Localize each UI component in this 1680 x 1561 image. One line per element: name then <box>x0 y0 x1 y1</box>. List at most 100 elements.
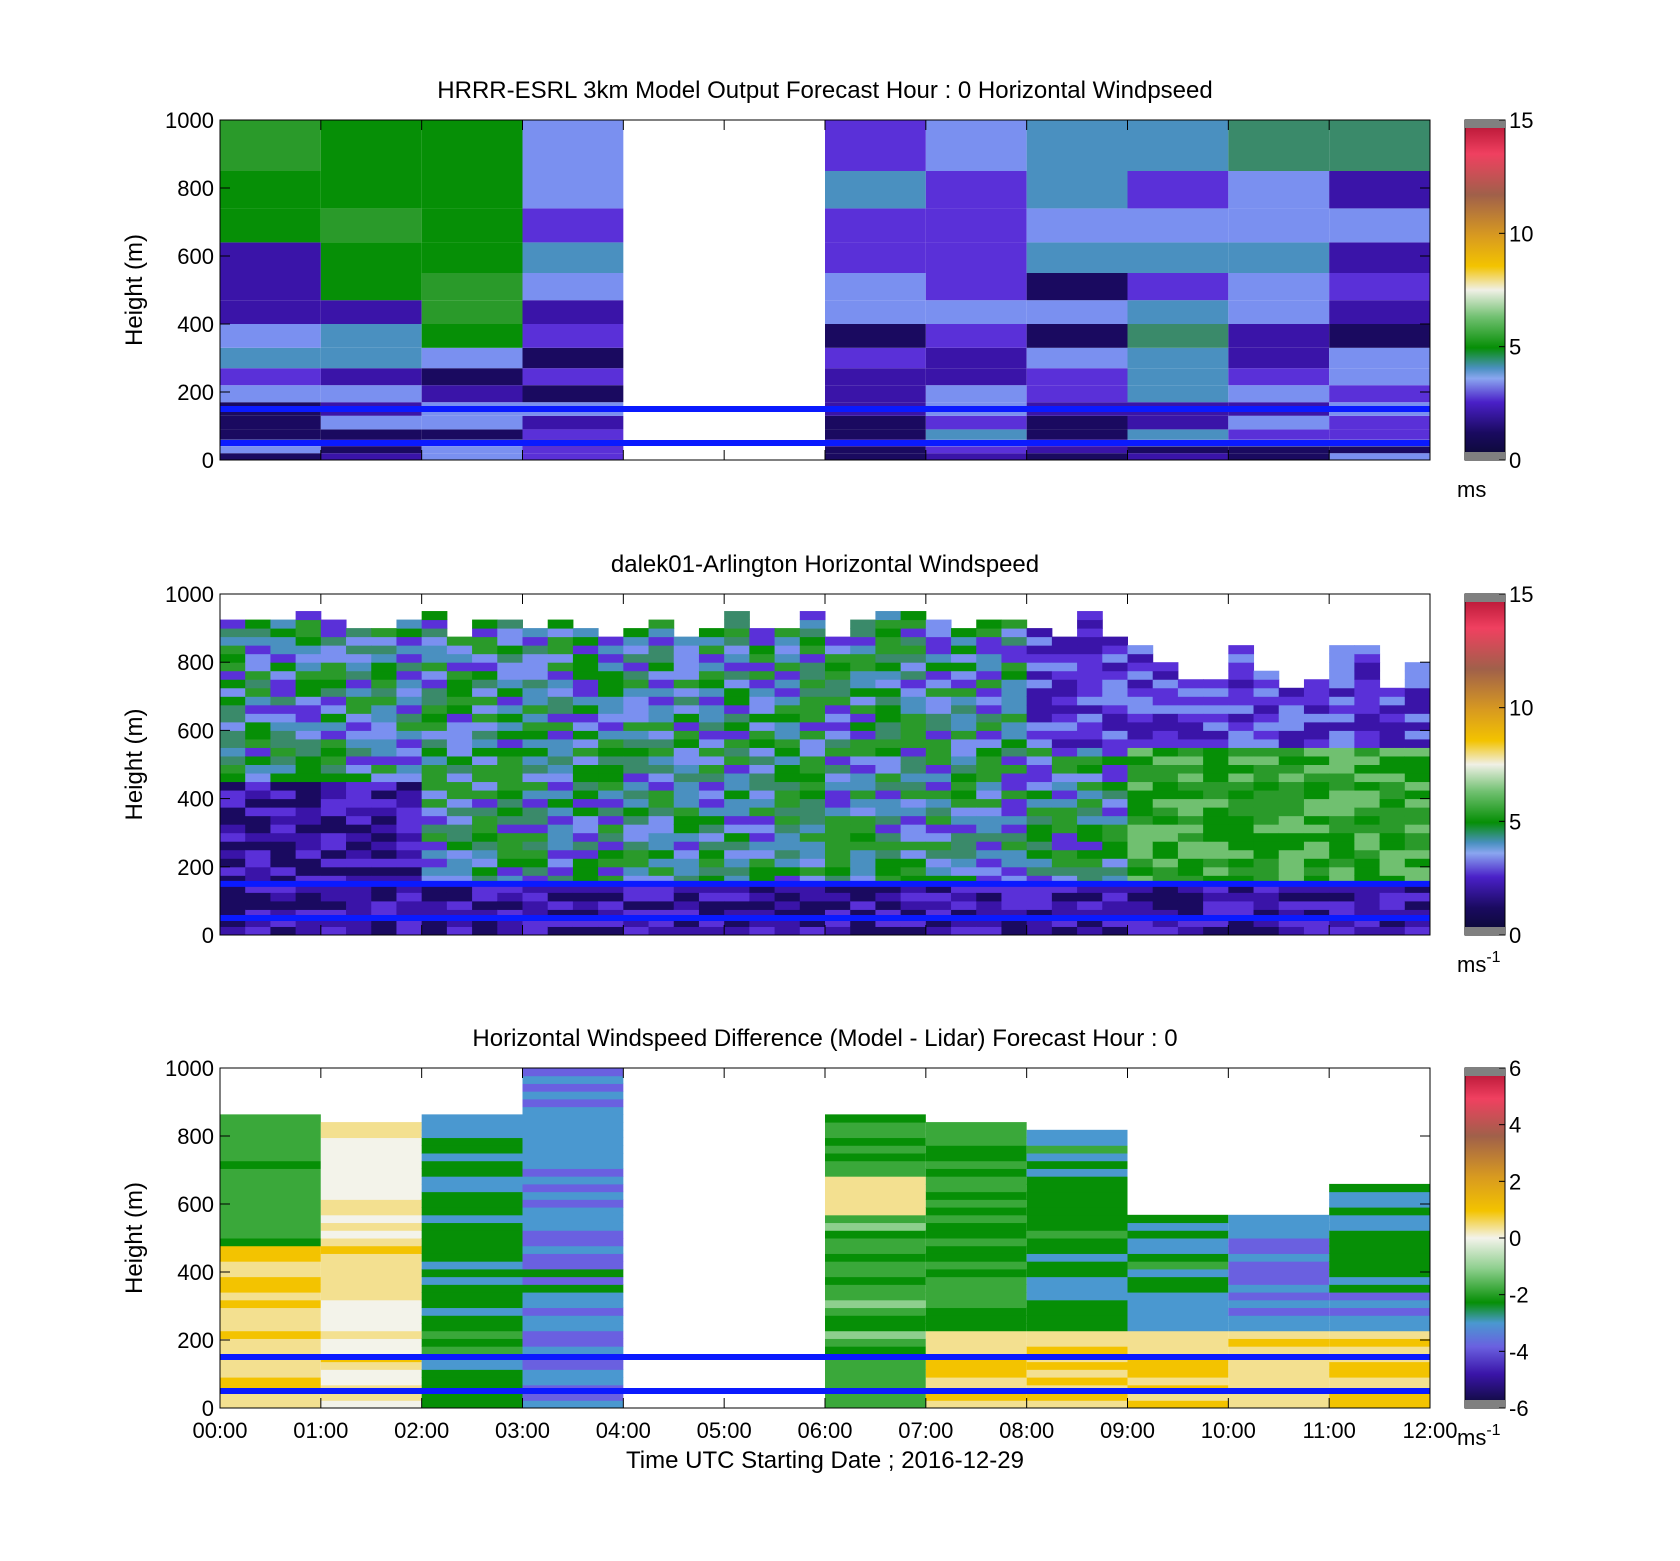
heatmap-cell <box>774 713 801 723</box>
heatmap-cell <box>547 619 574 629</box>
heatmap-cell <box>497 696 523 706</box>
heatmap-cell <box>446 858 473 868</box>
heatmap-cell <box>1303 704 1330 714</box>
heatmap-cell <box>774 662 801 672</box>
heatmap-cells <box>220 611 1431 936</box>
heatmap-cell <box>900 696 927 706</box>
heatmap-cell <box>673 917 700 927</box>
heatmap-cell <box>1228 368 1330 386</box>
heatmap-cell <box>446 781 473 791</box>
heatmap-cell <box>220 755 246 765</box>
heatmap-cell <box>1303 755 1330 765</box>
heatmap-cell <box>925 1129 1027 1139</box>
heatmap-cell <box>346 866 372 876</box>
heatmap-cell <box>673 773 700 783</box>
heatmap-cell <box>547 841 574 851</box>
heatmap-cell <box>623 764 650 774</box>
heatmap-cell <box>547 917 574 927</box>
heatmap-cell <box>825 883 851 893</box>
heatmap-cell <box>472 645 498 655</box>
heatmap-cell <box>220 1114 321 1123</box>
heatmap-cell <box>1177 790 1204 800</box>
heatmap-cell <box>1404 824 1431 834</box>
heatmap-cell <box>1026 755 1053 765</box>
colorbar-tick-label: 4 <box>1509 1113 1521 1138</box>
heatmap-cell <box>1228 1392 1330 1401</box>
heatmap-cell <box>220 832 246 842</box>
heatmap-cell <box>1177 687 1204 697</box>
heatmap-cell <box>1329 300 1430 324</box>
heatmap-cell <box>799 764 826 774</box>
heatmap-cell <box>270 883 297 893</box>
heatmap-cell <box>320 446 422 454</box>
heatmap-cell <box>749 900 776 910</box>
heatmap-cell <box>799 721 826 731</box>
heatmap-cell <box>1127 1338 1229 1347</box>
colorbar-tick-label: 6 <box>1509 1056 1521 1081</box>
heatmap-cell <box>220 619 246 629</box>
heatmap-cell <box>774 807 801 817</box>
heatmap-cell <box>371 721 397 731</box>
heatmap-cell <box>1354 679 1381 689</box>
heatmap-cell <box>1001 738 1028 748</box>
heatmap-cell <box>1177 858 1204 868</box>
heatmap-cell <box>976 790 1002 800</box>
heatmap-cell <box>875 704 902 714</box>
heatmap-cell <box>1026 866 1053 876</box>
heatmap-cell <box>799 755 826 765</box>
heatmap-cell <box>648 721 675 731</box>
heatmap-cells <box>220 120 1430 460</box>
heatmap-cell <box>1303 875 1330 885</box>
heatmap-cell <box>951 662 977 672</box>
heatmap-cell <box>522 1114 624 1123</box>
heatmap-cell <box>850 883 876 893</box>
heatmap-cell <box>1329 453 1430 460</box>
heatmap-cell <box>1354 653 1381 663</box>
heatmap-cell <box>396 790 423 800</box>
heatmap-cell <box>421 1168 523 1177</box>
heatmap-cell <box>825 120 926 171</box>
heatmap-cell <box>925 926 952 936</box>
heatmap-cell <box>799 670 826 680</box>
heatmap-cell <box>295 781 322 791</box>
heatmap-cell <box>925 696 952 706</box>
heatmap-cell <box>320 1199 422 1208</box>
heatmap-cell <box>1152 790 1179 800</box>
heatmap-cell <box>1077 696 1103 706</box>
heatmap-cell <box>1127 738 1154 748</box>
heatmap-cell <box>900 721 927 731</box>
heatmap-cell <box>1026 1176 1128 1185</box>
heatmap-cell <box>1127 764 1154 774</box>
heatmap-cell <box>673 892 700 902</box>
heatmap-cell <box>1303 807 1330 817</box>
heatmap-cell <box>1051 790 1078 800</box>
heatmap-cell <box>1329 713 1355 723</box>
heatmap-cell <box>1051 679 1078 689</box>
heatmap-cell <box>1026 1400 1128 1409</box>
heatmap-cell <box>421 755 448 765</box>
heatmap-cell <box>774 815 801 825</box>
heatmap-cell <box>925 1361 1027 1370</box>
colorbar-tick-label: 0 <box>1509 448 1521 473</box>
heatmap-cell <box>1077 883 1103 893</box>
heatmap-cell <box>1102 747 1128 757</box>
heatmap-cell <box>976 679 1002 689</box>
colorbar <box>1464 593 1506 936</box>
heatmap-cell <box>572 679 599 689</box>
heatmap-cell <box>1026 1307 1128 1316</box>
heatmap-cell <box>799 628 826 638</box>
heatmap-cell <box>900 670 927 680</box>
heatmap-cell <box>1127 1315 1229 1324</box>
heatmap-cell <box>925 704 952 714</box>
heatmap-cell <box>522 1284 624 1293</box>
heatmap-cell <box>925 824 952 834</box>
x-tick-label: 07:00 <box>898 1418 953 1443</box>
heatmap-cell <box>1303 764 1330 774</box>
heatmap-cell <box>648 824 675 834</box>
heatmap-cell <box>572 900 599 910</box>
heatmap-cell <box>698 892 725 902</box>
heatmap-cell <box>572 773 599 783</box>
heatmap-cell <box>1329 1338 1430 1347</box>
heatmap-cell <box>220 385 321 403</box>
colorbar-tick-label: -6 <box>1509 1396 1529 1421</box>
